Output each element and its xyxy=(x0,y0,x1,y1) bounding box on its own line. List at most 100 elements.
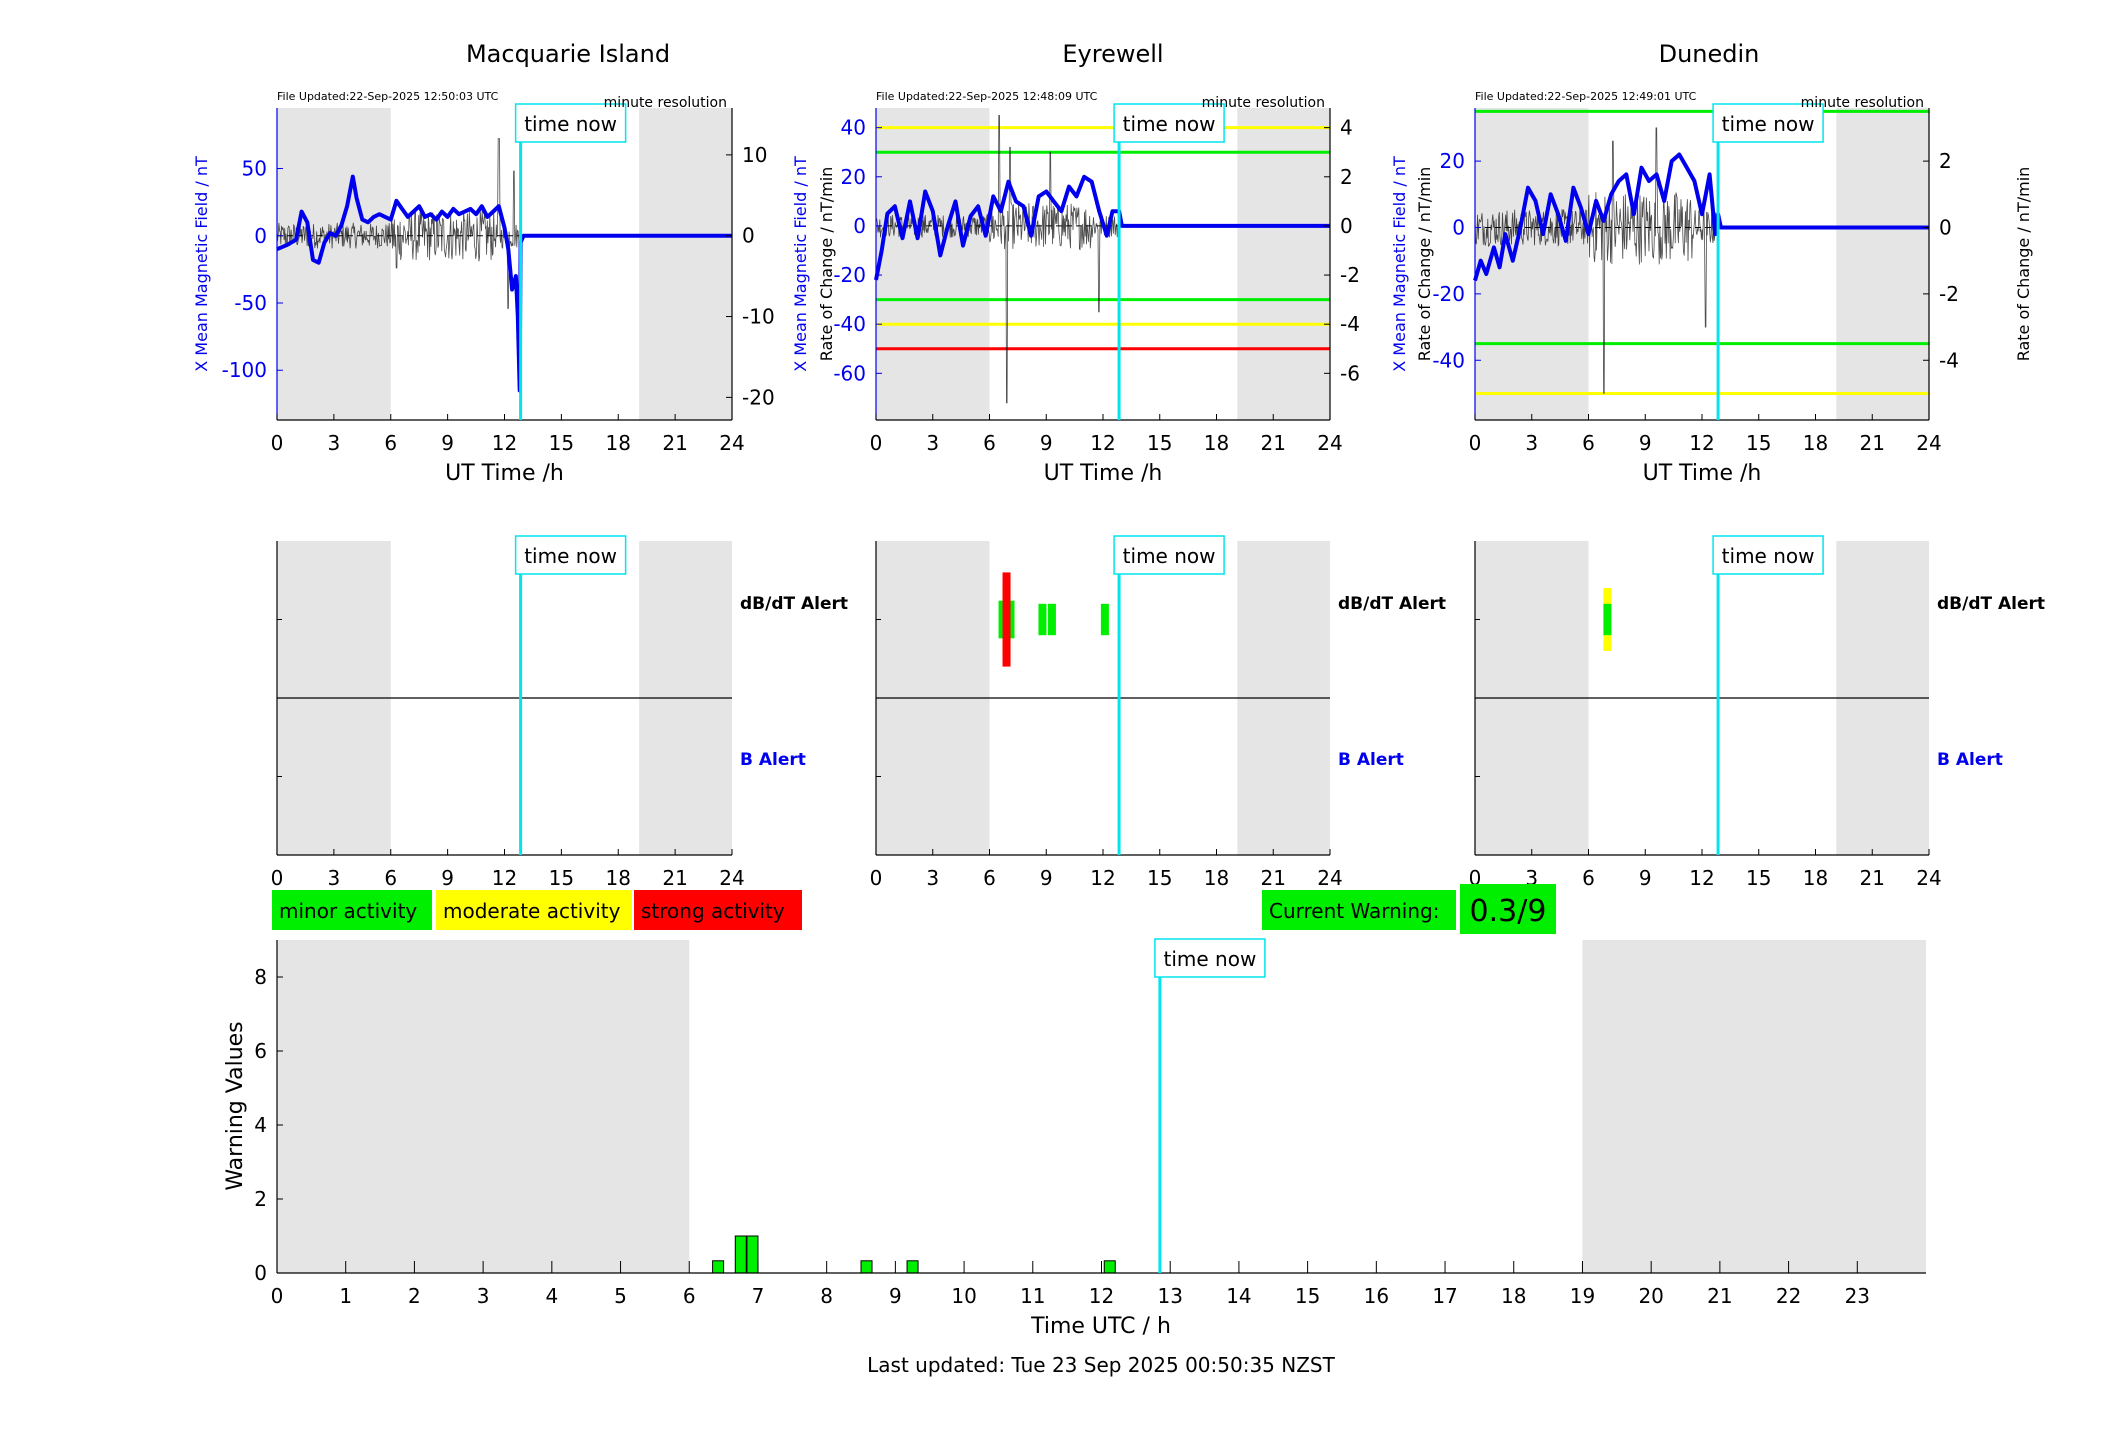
b-alert-label: B Alert xyxy=(1937,750,2003,770)
alert-panels: time now 0 3 6 9 12 15 18 21 24 dB/dT Alert B Alert… xyxy=(271,535,2045,890)
right-tick-label: -4 xyxy=(1939,348,1959,372)
x-tick-label: 18 xyxy=(606,866,631,890)
y-tick-label: 8 xyxy=(254,965,267,989)
x-tick-label: 6 xyxy=(683,1284,696,1308)
night-shade xyxy=(1237,108,1330,420)
x-tick-label: 0 xyxy=(870,866,883,890)
x-tick-label: 9 xyxy=(441,431,454,455)
x-tick-label: 6 xyxy=(983,866,996,890)
alert-panel-0: time now 0 3 6 9 12 15 18 21 24 dB/dT Alert B Alert xyxy=(271,535,848,890)
time-now-box xyxy=(1712,535,1824,575)
y-tick-label: 2 xyxy=(254,1187,267,1211)
x-tick-label: 0 xyxy=(271,431,284,455)
night-shade xyxy=(639,108,732,420)
right-tick-label: -6 xyxy=(1340,361,1360,385)
left-tick-label: 0 xyxy=(254,224,267,248)
last-updated: Last updated: Tue 23 Sep 2025 00:50:35 N… xyxy=(867,1353,1335,1377)
x-tick-label: 3 xyxy=(926,431,939,455)
left-tick-label: -40 xyxy=(1432,348,1465,372)
legend-moderate-label: moderate activity xyxy=(443,899,621,923)
x-tick-label: 6 xyxy=(1582,866,1595,890)
x-tick-label: 15 xyxy=(549,431,574,455)
x-tick-label: 9 xyxy=(889,1284,902,1308)
legend-minor-label: minor activity xyxy=(279,899,417,923)
x-tick-label: 9 xyxy=(1639,431,1652,455)
x-tick-label: 23 xyxy=(1845,1284,1870,1308)
time-now-box xyxy=(1712,103,1824,143)
x-tick-label: 6 xyxy=(1582,431,1595,455)
x-tick-label: 21 xyxy=(1860,431,1885,455)
x-tick-label: 0 xyxy=(870,431,883,455)
y-tick-label: 4 xyxy=(254,1113,267,1137)
x-tick-label: 9 xyxy=(1040,431,1053,455)
right-tick-label: 0 xyxy=(742,224,755,248)
warning-bar xyxy=(712,1260,725,1274)
time-now-label: time now xyxy=(1722,544,1815,568)
y-tick-label: 0 xyxy=(254,1261,267,1285)
left-tick-label: 40 xyxy=(841,116,866,140)
station-title-macquarie: Macquarie Island xyxy=(466,40,670,68)
x-tick-label: 9 xyxy=(1639,866,1652,890)
right-tick-label: 10 xyxy=(742,143,767,167)
legend-strong-swatch xyxy=(634,890,802,930)
right-tick-label: -4 xyxy=(1340,312,1360,336)
x-tick-label: 18 xyxy=(1803,866,1828,890)
left-tick-label: -20 xyxy=(1432,282,1465,306)
left-tick-label: -50 xyxy=(234,291,267,315)
night-shade xyxy=(1475,108,1589,420)
right-axis-label: Rate of Change / nT/min xyxy=(2014,167,2033,362)
left-axis-label: X Mean Magnetic Field / nT xyxy=(192,156,211,372)
x-tick-label: 18 xyxy=(606,431,631,455)
left-tick-label: 0 xyxy=(1452,215,1465,239)
x-tick-label: 12 xyxy=(1090,866,1115,890)
x-tick-label: 1 xyxy=(339,1284,352,1308)
time-now-box xyxy=(1154,938,1266,978)
field-panel-0: time now File Updated:22-Sep-2025 12:50:0… xyxy=(192,90,836,486)
y-axis-label: Warning Values xyxy=(223,1021,248,1190)
x-tick-label: 6 xyxy=(384,431,397,455)
x-tick-label: 12 xyxy=(492,431,517,455)
left-axis-label: X Mean Magnetic Field / nT xyxy=(1390,156,1409,372)
x-tick-label: 12 xyxy=(1689,866,1714,890)
legend-strong-label: strong activity xyxy=(641,899,785,923)
dbdt-alert-label: dB/dT Alert xyxy=(740,594,848,614)
warning-bar xyxy=(860,1260,873,1274)
right-tick-label: 0 xyxy=(1939,215,1952,239)
b-alert-label: B Alert xyxy=(740,750,806,770)
dbdt-alert-mark-green xyxy=(1047,603,1056,636)
x-tick-label: 5 xyxy=(614,1284,627,1308)
x-axis-label: UT Time /h xyxy=(1044,461,1163,486)
left-tick-label: -60 xyxy=(833,361,866,385)
night-shade xyxy=(277,108,391,420)
x-tick-label: 3 xyxy=(328,866,341,890)
dbdt-alert-mark-green xyxy=(1603,603,1612,636)
right-tick-label: 2 xyxy=(1939,149,1952,173)
left-tick-label: -100 xyxy=(222,358,267,382)
dbdt-alert-mark-green xyxy=(1100,603,1109,636)
x-tick-label: 15 xyxy=(1147,866,1172,890)
time-now-box xyxy=(1113,103,1225,143)
station-title-eyrewell: Eyrewell xyxy=(1062,40,1163,68)
current-warning: Current Warning: 0.3/9 xyxy=(1262,884,1556,934)
left-tick-label: -40 xyxy=(833,312,866,336)
x-tick-label: 22 xyxy=(1776,1284,1801,1308)
x-tick-label: 24 xyxy=(1916,866,1941,890)
y-tick-label: 6 xyxy=(254,1039,267,1063)
x-axis-label: Time UTC / h xyxy=(1030,1314,1171,1339)
x-tick-label: 12 xyxy=(1089,1284,1114,1308)
right-tick-label: 0 xyxy=(1340,214,1353,238)
time-now-label: time now xyxy=(1123,544,1216,568)
x-tick-label: 24 xyxy=(719,431,744,455)
right-axis-label: Rate of Change / nT/min xyxy=(817,167,836,362)
x-tick-label: 9 xyxy=(441,866,454,890)
file-updated: File Updated:22-Sep-2025 12:48:09 UTC xyxy=(876,90,1098,103)
warning-bar xyxy=(1103,1260,1116,1274)
x-tick-label: 0 xyxy=(1469,431,1482,455)
x-tick-label: 15 xyxy=(549,866,574,890)
x-tick-label: 3 xyxy=(1525,431,1538,455)
x-tick-label: 24 xyxy=(719,866,744,890)
x-tick-label: 18 xyxy=(1204,866,1229,890)
x-tick-label: 9 xyxy=(1040,866,1053,890)
